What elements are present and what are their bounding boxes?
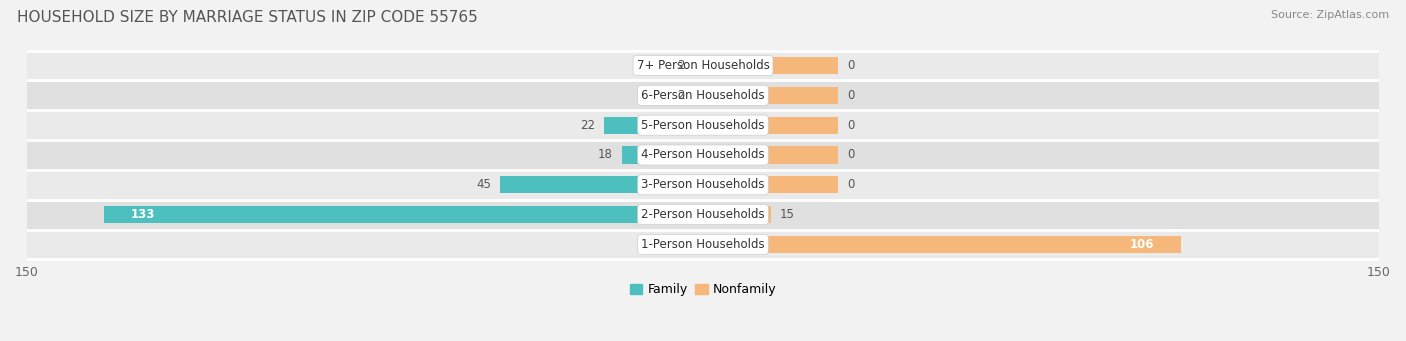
Text: 0: 0 bbox=[848, 178, 855, 191]
Bar bbox=[703, 236, 1181, 253]
Bar bbox=[501, 176, 703, 193]
Text: 4-Person Households: 4-Person Households bbox=[641, 148, 765, 162]
Text: 0: 0 bbox=[848, 148, 855, 162]
Bar bbox=[703, 87, 838, 104]
Bar bbox=[27, 50, 1379, 80]
Bar bbox=[27, 80, 1379, 110]
Text: Source: ZipAtlas.com: Source: ZipAtlas.com bbox=[1271, 10, 1389, 20]
Text: 133: 133 bbox=[131, 208, 155, 221]
Bar bbox=[603, 117, 703, 134]
Text: 2-Person Households: 2-Person Households bbox=[641, 208, 765, 221]
Text: HOUSEHOLD SIZE BY MARRIAGE STATUS IN ZIP CODE 55765: HOUSEHOLD SIZE BY MARRIAGE STATUS IN ZIP… bbox=[17, 10, 478, 25]
Bar bbox=[27, 200, 1379, 229]
Bar bbox=[695, 57, 703, 74]
Text: 106: 106 bbox=[1129, 238, 1154, 251]
Text: 1-Person Households: 1-Person Households bbox=[641, 238, 765, 251]
Text: 7+ Person Households: 7+ Person Households bbox=[637, 59, 769, 72]
Text: 5-Person Households: 5-Person Households bbox=[641, 119, 765, 132]
Text: 6-Person Households: 6-Person Households bbox=[641, 89, 765, 102]
Bar bbox=[27, 170, 1379, 200]
Text: 3-Person Households: 3-Person Households bbox=[641, 178, 765, 191]
Text: 2: 2 bbox=[678, 59, 685, 72]
Text: 0: 0 bbox=[848, 89, 855, 102]
Text: 15: 15 bbox=[779, 208, 794, 221]
Bar bbox=[27, 140, 1379, 170]
Legend: Family, Nonfamily: Family, Nonfamily bbox=[624, 278, 782, 301]
Bar bbox=[104, 206, 703, 223]
Text: 0: 0 bbox=[848, 59, 855, 72]
Bar bbox=[703, 57, 838, 74]
Bar bbox=[27, 110, 1379, 140]
Bar bbox=[703, 146, 838, 164]
Bar bbox=[703, 176, 838, 193]
Text: 0: 0 bbox=[848, 119, 855, 132]
Bar bbox=[621, 146, 703, 164]
Text: 22: 22 bbox=[579, 119, 595, 132]
Text: 18: 18 bbox=[598, 148, 613, 162]
Bar bbox=[27, 229, 1379, 260]
Bar bbox=[703, 117, 838, 134]
Bar bbox=[703, 206, 770, 223]
Bar bbox=[695, 87, 703, 104]
Text: 2: 2 bbox=[678, 89, 685, 102]
Text: 45: 45 bbox=[477, 178, 491, 191]
